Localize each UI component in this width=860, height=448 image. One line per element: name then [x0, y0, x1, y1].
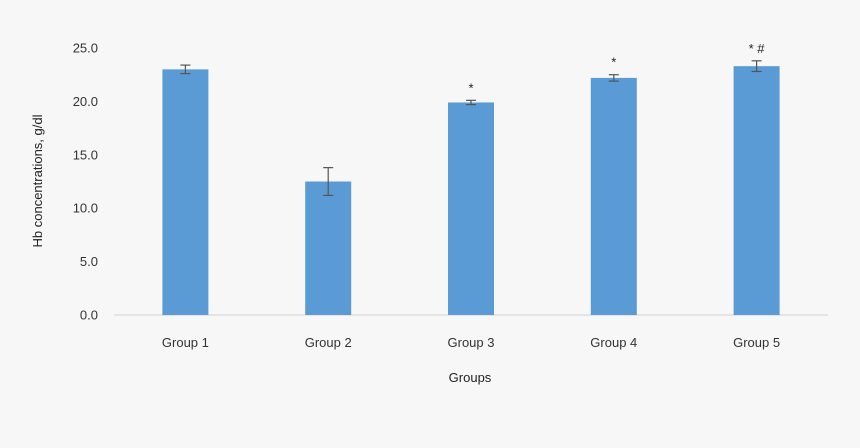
error-bar: [608, 74, 619, 82]
y-tick-label: 10.0: [73, 201, 98, 216]
bars: * * * #: [162, 41, 780, 316]
x-tick-label: Group 1: [162, 335, 209, 350]
y-tick-label: 15.0: [73, 147, 98, 162]
significance-marker: * #: [749, 41, 766, 56]
bar: [162, 69, 209, 315]
y-tick-label: 0.0: [80, 308, 98, 323]
x-tick-label: Group 2: [305, 335, 352, 350]
bar: [305, 181, 352, 315]
error-bar: [323, 167, 334, 196]
x-tick-label: Group 4: [590, 335, 637, 350]
error-bar: [180, 64, 191, 75]
error-bar: [466, 99, 476, 106]
y-tick-label: 5.0: [80, 254, 98, 269]
y-tick-label: 20.0: [73, 94, 98, 109]
x-axis-ticks: Group 1 Group 2 Group 3 Group 4 Group 5: [162, 335, 780, 350]
error-bar: [751, 60, 762, 73]
significance-marker: *: [611, 55, 616, 70]
y-axis-ticks: 0.0 5.0 10.0 15.0 20.0 25.0: [73, 41, 98, 323]
x-tick-label: Group 5: [733, 335, 780, 350]
bar: [448, 102, 494, 315]
bar: [590, 77, 637, 316]
y-tick-label: 25.0: [73, 41, 98, 56]
x-axis-title: Groups: [449, 370, 492, 385]
significance-marker: *: [468, 80, 473, 95]
bar: [733, 66, 780, 315]
y-axis-title: Hb concentrations, g/dl: [30, 114, 45, 247]
x-tick-label: Group 3: [448, 335, 495, 350]
